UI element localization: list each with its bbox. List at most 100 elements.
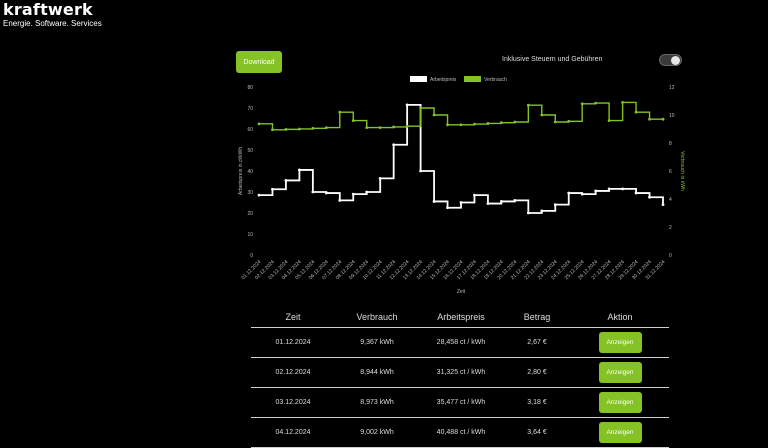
y-tick-label-right: 0 [669, 253, 672, 259]
data-point-arbeitspreis [432, 200, 436, 203]
show-button[interactable]: Anzeigen [598, 332, 642, 353]
data-point-verbrauch [324, 126, 328, 129]
data-point-arbeitspreis [661, 203, 665, 207]
data-point-arbeitspreis [311, 190, 315, 194]
data-point-verbrauch [648, 117, 651, 121]
data-point-arbeitspreis [621, 187, 624, 191]
cell-price: 35,477 ct / kWh [436, 399, 486, 406]
data-point-verbrauch [298, 127, 301, 131]
data-point-verbrauch [405, 124, 409, 128]
series-line-arbeitspreis [259, 103, 664, 214]
data-point-verbrauch [526, 103, 530, 107]
data-point-arbeitspreis [459, 201, 463, 204]
data-point-arbeitspreis [526, 211, 530, 215]
data-point-arbeitspreis [567, 191, 571, 195]
header-betrag: Betrag [523, 312, 551, 322]
cell-amount: 3,64 € [527, 429, 547, 436]
table-row: 02.12.2024 8,944 kWh 31,325 ct / kWh 2,8… [251, 358, 669, 388]
legend-swatch-arbeitspreis [410, 76, 427, 82]
data-point-verbrauch [365, 126, 369, 129]
cell-amount: 2,80 € [527, 369, 547, 376]
data-point-arbeitspreis [298, 168, 301, 172]
table-row: 04.12.2024 9,002 kWh 40,488 ct / kWh 3,6… [251, 418, 669, 448]
data-point-verbrauch [351, 119, 355, 122]
data-point-verbrauch [257, 122, 261, 126]
brand-logo: kraftwerk Energie. Software. Services [3, 0, 102, 29]
y-tick-label-right: 12 [669, 85, 675, 91]
y-tick-label-right: 6 [669, 169, 672, 175]
table-header: Zeit Verbrauch Arbeitspreis Betrag Aktio… [251, 309, 669, 328]
data-point-verbrauch [607, 119, 611, 122]
consumption-table: Zeit Verbrauch Arbeitspreis Betrag Aktio… [251, 309, 669, 448]
data-point-arbeitspreis [513, 199, 517, 202]
data-point-verbrauch [621, 101, 624, 104]
y-tick-label-left: 30 [247, 190, 253, 196]
show-button[interactable]: Anzeigen [598, 422, 642, 443]
data-point-arbeitspreis [553, 203, 557, 207]
data-point-arbeitspreis [338, 199, 342, 202]
y-tick-label-left: 80 [247, 85, 253, 91]
data-point-verbrauch [500, 121, 503, 125]
cell-date: 02.12.2024 [275, 369, 311, 376]
data-point-verbrauch [446, 123, 449, 127]
data-point-verbrauch [459, 123, 463, 127]
data-point-verbrauch [580, 102, 584, 106]
data-point-verbrauch [338, 110, 342, 114]
legend-swatch-verbrauch [464, 76, 481, 82]
cell-date: 03.12.2024 [275, 399, 311, 406]
header-arbeitspreis: Arbeitspreis [437, 312, 485, 322]
y-tick-label-left: 0 [250, 253, 253, 259]
y-tick-label-left: 10 [247, 232, 253, 238]
data-point-arbeitspreis [378, 176, 382, 180]
header-zeit: Zeit [285, 312, 301, 322]
data-point-arbeitspreis [324, 191, 328, 195]
data-point-arbeitspreis [607, 187, 611, 191]
table-row: 03.12.2024 8,973 kWh 35,477 ct / kWh 3,1… [251, 388, 669, 418]
toggle-knob [671, 56, 680, 65]
cell-price: 40,488 ct / kWh [436, 429, 486, 436]
y-tick-label-left: 70 [247, 106, 253, 112]
brand-tagline: Energie. Software. Services [3, 19, 102, 28]
download-button[interactable]: Download [236, 51, 282, 73]
data-point-arbeitspreis [392, 143, 396, 147]
data-point-arbeitspreis [351, 192, 355, 196]
y-tick-label-left: 40 [247, 169, 253, 175]
cell-price: 31,325 ct / kWh [436, 369, 486, 376]
data-point-verbrauch [513, 120, 517, 124]
y-tick-label-right: 2 [669, 225, 672, 231]
brand-name: kraftwerk [3, 0, 93, 19]
data-point-arbeitspreis [486, 202, 490, 205]
data-point-verbrauch [594, 101, 598, 105]
y-tick-label-right: 4 [669, 197, 672, 203]
cell-consumption: 9,002 kWh [360, 429, 394, 436]
data-point-verbrauch [311, 126, 315, 130]
data-point-verbrauch [271, 128, 274, 132]
cell-consumption: 8,973 kWh [360, 399, 394, 406]
y-tick-label-left: 50 [247, 148, 253, 154]
cell-amount: 3,18 € [527, 399, 547, 406]
header-verbrauch: Verbrauch [356, 312, 398, 322]
y-axis-title-left: Arbeitspreis in ct/kWh [238, 147, 244, 196]
legend-label-arbeitspreis: Arbeitspreis [430, 77, 457, 83]
show-button[interactable]: Anzeigen [598, 392, 642, 413]
show-button[interactable]: Anzeigen [598, 362, 642, 383]
data-point-arbeitspreis [580, 192, 584, 196]
data-point-arbeitspreis [405, 103, 409, 107]
data-point-arbeitspreis [257, 193, 261, 197]
data-point-verbrauch [553, 120, 557, 124]
data-point-arbeitspreis [648, 195, 651, 199]
data-point-arbeitspreis [500, 200, 503, 203]
cell-consumption: 9,367 kWh [360, 339, 394, 346]
data-point-arbeitspreis [284, 179, 288, 182]
tax-toggle[interactable] [659, 54, 682, 66]
y-axis-title-right: Verbrauch in kWh [679, 151, 685, 191]
data-point-verbrauch [634, 110, 638, 114]
x-axis-title: Zeit [457, 289, 466, 295]
legend-label-verbrauch: Verbrauch [484, 77, 507, 83]
cell-amount: 2,67 € [527, 339, 547, 346]
cell-date: 01.12.2024 [275, 339, 311, 346]
data-point-verbrauch [661, 117, 665, 121]
y-tick-label-right: 10 [669, 113, 675, 119]
data-point-verbrauch [432, 113, 436, 117]
